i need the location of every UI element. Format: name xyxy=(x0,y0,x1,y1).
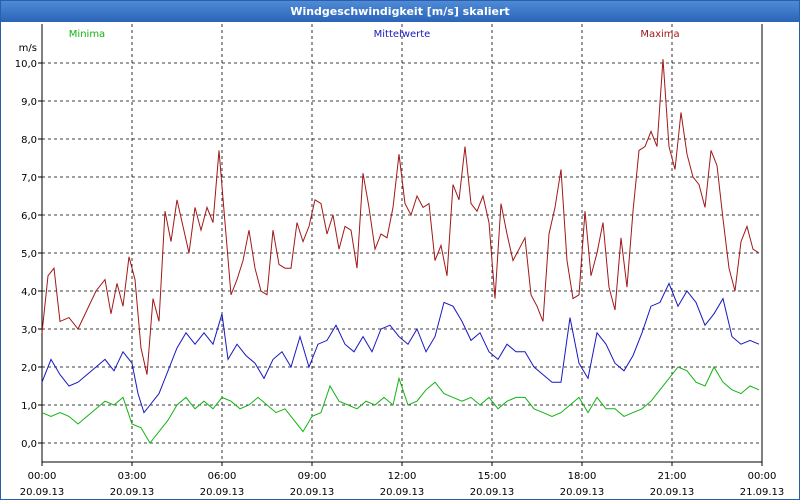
axes xyxy=(38,24,763,466)
y-tick-label: 0,0 xyxy=(21,439,37,450)
legend-maxima: Maxima xyxy=(640,29,679,40)
y-tick-label: 2,0 xyxy=(21,363,37,374)
legend-mittelwerte: Mittelwerte xyxy=(374,29,431,40)
y-axis-unit: m/s xyxy=(19,43,37,54)
grid xyxy=(42,24,762,462)
x-axis-labels: 00:00 20.09.13 03:00 20.09.13 06:00 20.09.13 0… xyxy=(20,471,785,498)
x-tick-date: 20.09.13 xyxy=(20,487,65,498)
x-tick-date: 20.09.13 xyxy=(470,487,515,498)
legend-minima: Minima xyxy=(69,29,105,40)
series-mittelwerte-line xyxy=(41,282,760,414)
series-maxima-line xyxy=(41,59,760,375)
x-tick-time: 06:00 xyxy=(208,471,237,482)
series-minima-line xyxy=(41,365,760,444)
y-tick-label: 7,0 xyxy=(21,173,37,184)
y-tick-label: 5,0 xyxy=(21,249,37,260)
y-tick-label: 8,0 xyxy=(21,135,37,146)
y-tick-label: 10,0 xyxy=(15,59,37,70)
x-tick-time: 09:00 xyxy=(298,471,327,482)
x-tick-time: 00:00 xyxy=(748,471,777,482)
x-tick-date: 20.09.13 xyxy=(200,487,245,498)
legend: Minima Mittelwerte Maxima xyxy=(69,29,680,40)
x-tick-time: 21:00 xyxy=(658,471,687,482)
x-tick-date: 20.09.13 xyxy=(110,487,155,498)
y-tick-label: 9,0 xyxy=(21,97,37,108)
x-tick-date: 21.09.13 xyxy=(740,487,785,498)
x-tick-date: 20.09.13 xyxy=(560,487,605,498)
x-tick-time: 03:00 xyxy=(118,471,147,482)
y-tick-label: 6,0 xyxy=(21,211,37,222)
x-tick-time: 12:00 xyxy=(388,471,417,482)
series-lines xyxy=(41,59,760,444)
y-tick-label: 3,0 xyxy=(21,325,37,336)
y-tick-label: 1,0 xyxy=(21,401,37,412)
x-tick-time: 15:00 xyxy=(478,471,507,482)
window-title: Windgeschwindigkeit [m/s] skaliert xyxy=(1,1,799,22)
x-tick-date: 20.09.13 xyxy=(650,487,695,498)
x-tick-time: 00:00 xyxy=(28,471,57,482)
x-tick-time: 18:00 xyxy=(568,471,597,482)
y-axis-labels: 0,0 1,0 2,0 3,0 4,0 5,0 6,0 7,0 8,0 9,0 10,0 xyxy=(15,59,37,450)
x-tick-date: 20.09.13 xyxy=(290,487,335,498)
y-tick-label: 4,0 xyxy=(21,287,37,298)
x-tick-date: 20.09.13 xyxy=(380,487,425,498)
